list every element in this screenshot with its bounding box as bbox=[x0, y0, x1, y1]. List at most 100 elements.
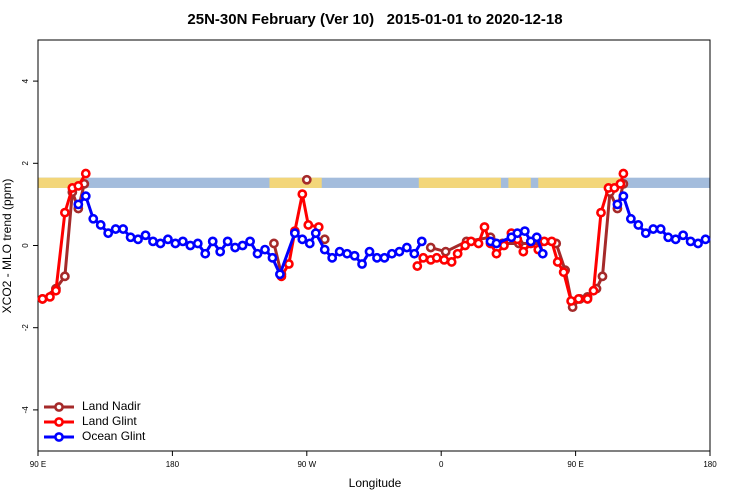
point bbox=[245, 236, 255, 247]
point bbox=[537, 248, 548, 259]
point bbox=[566, 296, 577, 306]
x-axis-label: Longitude bbox=[349, 476, 402, 490]
point bbox=[615, 178, 626, 189]
point bbox=[466, 236, 476, 247]
point bbox=[394, 246, 405, 257]
point bbox=[252, 248, 263, 259]
point bbox=[59, 271, 70, 282]
point bbox=[473, 238, 484, 249]
point bbox=[230, 242, 241, 253]
point bbox=[155, 238, 166, 249]
point bbox=[80, 168, 91, 179]
point bbox=[80, 191, 91, 202]
point bbox=[597, 271, 608, 282]
point bbox=[416, 236, 427, 247]
point bbox=[401, 242, 412, 253]
point bbox=[334, 246, 345, 257]
point bbox=[342, 248, 353, 259]
point bbox=[546, 236, 557, 247]
point bbox=[275, 269, 285, 280]
point bbox=[88, 213, 99, 224]
x-tick-label: 0 bbox=[439, 460, 444, 469]
point bbox=[446, 257, 457, 267]
land-segment bbox=[418, 177, 501, 188]
plot-frame bbox=[37, 39, 711, 452]
point bbox=[207, 236, 218, 247]
point bbox=[192, 238, 203, 249]
point bbox=[452, 248, 463, 259]
point bbox=[310, 228, 321, 239]
point bbox=[582, 294, 593, 304]
point bbox=[440, 246, 451, 257]
x-tick-label: 90 E bbox=[567, 460, 583, 469]
point bbox=[412, 261, 423, 271]
point bbox=[379, 252, 390, 263]
point bbox=[678, 230, 689, 241]
point bbox=[37, 294, 48, 304]
point bbox=[260, 244, 270, 255]
point bbox=[418, 252, 429, 263]
point bbox=[618, 168, 629, 179]
point bbox=[51, 285, 61, 296]
point bbox=[140, 230, 151, 241]
point bbox=[425, 242, 436, 253]
point bbox=[267, 252, 278, 263]
point bbox=[304, 238, 315, 249]
point bbox=[170, 238, 181, 249]
legend-label: Land Nadir bbox=[82, 399, 141, 413]
point bbox=[215, 246, 226, 257]
point bbox=[519, 226, 530, 237]
point bbox=[625, 213, 636, 224]
point bbox=[319, 234, 330, 245]
point bbox=[289, 228, 300, 239]
point bbox=[269, 238, 279, 249]
point bbox=[685, 236, 696, 247]
point bbox=[372, 252, 382, 263]
point bbox=[491, 248, 502, 259]
x-tick-label: 180 bbox=[166, 460, 180, 469]
point bbox=[297, 189, 308, 200]
land-segment bbox=[538, 177, 624, 188]
point bbox=[618, 191, 629, 202]
point bbox=[648, 224, 659, 234]
x-tick-label: 90 E bbox=[30, 460, 46, 469]
point bbox=[73, 181, 84, 191]
point bbox=[327, 252, 338, 263]
point bbox=[237, 240, 248, 251]
ocean-band bbox=[38, 177, 710, 188]
point bbox=[177, 236, 188, 247]
point bbox=[73, 199, 84, 210]
point bbox=[125, 232, 136, 243]
point bbox=[640, 228, 651, 239]
point bbox=[479, 222, 490, 232]
chart-title: 25N-30N February (Ver 10) 2015-01-01 to … bbox=[187, 11, 562, 28]
x-tick-label: 180 bbox=[703, 460, 717, 469]
point bbox=[110, 224, 121, 234]
point bbox=[573, 294, 584, 304]
point bbox=[512, 228, 523, 239]
y-tick-label: -4 bbox=[21, 406, 30, 414]
land-segment bbox=[38, 177, 86, 188]
point bbox=[133, 234, 143, 245]
point bbox=[357, 259, 367, 269]
point bbox=[633, 220, 644, 230]
point bbox=[588, 285, 599, 296]
point bbox=[45, 291, 55, 302]
legend-marker bbox=[54, 402, 64, 412]
point bbox=[319, 244, 330, 255]
point bbox=[103, 228, 114, 239]
point bbox=[148, 236, 158, 247]
point bbox=[539, 236, 550, 247]
point bbox=[531, 232, 542, 243]
point bbox=[185, 240, 196, 251]
y-tick-label: -2 bbox=[21, 324, 30, 332]
point bbox=[663, 232, 674, 243]
point bbox=[387, 248, 397, 259]
point bbox=[693, 238, 703, 249]
point bbox=[200, 248, 211, 259]
point bbox=[558, 267, 569, 278]
legend-marker bbox=[54, 417, 64, 427]
y-tick-label: 4 bbox=[21, 78, 30, 83]
x-tick-label: 90 W bbox=[297, 460, 316, 469]
